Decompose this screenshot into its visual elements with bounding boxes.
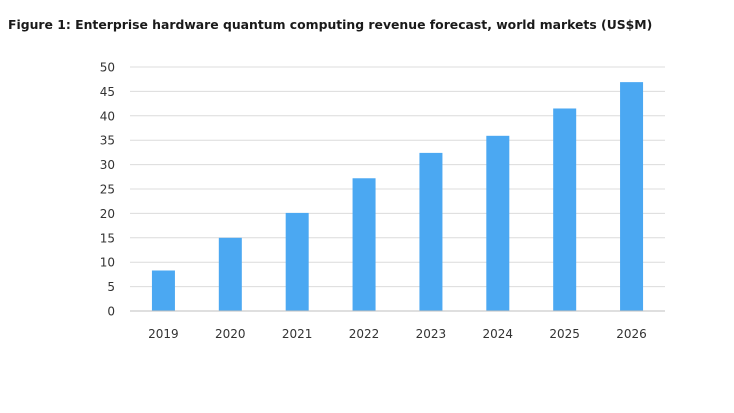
bar-2020	[218, 237, 242, 311]
bar-2022	[352, 178, 376, 311]
y-tick-label: 15	[100, 231, 115, 245]
y-tick-label: 0	[107, 305, 115, 319]
y-tick-label: 35	[100, 134, 115, 148]
y-tick-label: 50	[100, 61, 115, 75]
gridlines	[130, 66, 665, 288]
bar-2025	[553, 108, 577, 311]
x-tick-label: 2021	[282, 327, 313, 341]
bar-2026	[620, 82, 644, 312]
bar-2019	[151, 270, 175, 311]
bar-2023	[419, 152, 443, 311]
y-tick-label: 25	[100, 183, 115, 197]
x-tick-label: 2026	[616, 327, 647, 341]
x-tick-label: 2025	[549, 327, 580, 341]
bar-2021	[285, 212, 309, 311]
y-tick-labels: 0 5 10 15 20 25 30 35 40 45 50	[100, 61, 115, 319]
x-tick-label: 2022	[349, 327, 380, 341]
y-tick-label: 5	[107, 280, 115, 294]
x-tick-label: 2019	[148, 327, 179, 341]
bars	[151, 82, 644, 312]
y-tick-label: 45	[100, 85, 115, 99]
chart-title: Figure 1: Enterprise hardware quantum co…	[8, 17, 653, 32]
y-tick-label: 10	[100, 256, 115, 270]
y-tick-label: 20	[100, 207, 115, 221]
y-tick-label: 30	[100, 158, 115, 172]
x-tick-label: 2023	[416, 327, 447, 341]
x-tick-label: 2024	[483, 327, 514, 341]
y-tick-label: 40	[100, 109, 115, 123]
x-tick-labels: 2019 2020 2021 2022 2023 2024 2025 2026	[148, 327, 647, 341]
x-tick-label: 2020	[215, 327, 246, 341]
bar-2024	[486, 135, 510, 311]
